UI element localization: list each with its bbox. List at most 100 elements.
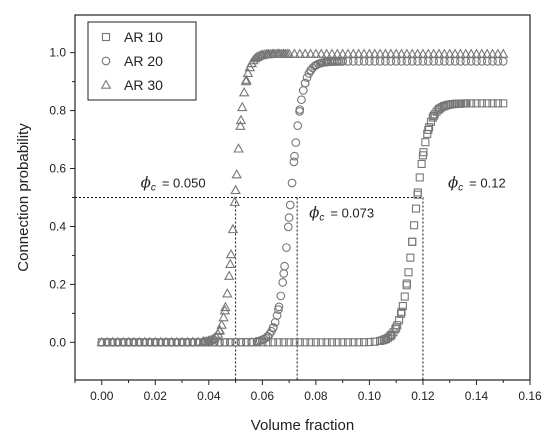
data-point-triangle	[117, 336, 129, 347]
y-tick-label: 0.8	[49, 104, 66, 118]
data-point-circle	[287, 178, 297, 188]
data-point-triangle	[471, 48, 482, 58]
data-point-triangle	[107, 336, 118, 347]
data-point-circle	[236, 337, 246, 347]
data-point-triangle	[230, 184, 241, 195]
data-point-triangle	[176, 336, 188, 347]
data-point-triangle	[222, 288, 233, 298]
data-point-triangle	[353, 48, 364, 58]
phi-subscript: c	[151, 183, 156, 194]
data-point-square	[396, 309, 406, 318]
data-point-circle	[279, 269, 289, 278]
data-point-circle	[295, 107, 304, 116]
data-point-triangle	[310, 48, 322, 58]
x-tick-label: 0.04	[197, 389, 221, 403]
data-point-square	[338, 338, 347, 347]
data-point-triangle	[218, 311, 229, 322]
data-point-square	[285, 338, 294, 347]
critical-fraction-value: = 0.050	[162, 176, 206, 191]
data-point-circle	[298, 86, 308, 95]
data-point-circle	[274, 302, 284, 312]
data-point-triangle	[305, 48, 316, 58]
data-point-circle	[268, 323, 278, 332]
y-tick-label: 1.0	[49, 46, 66, 60]
data-point-circle	[225, 337, 235, 347]
data-point-triangle	[497, 48, 509, 58]
data-point-circle	[241, 337, 251, 347]
data-point-triangle	[465, 48, 477, 58]
data-point-circle	[272, 311, 282, 320]
data-point-triangle	[171, 336, 182, 347]
data-point-square	[467, 99, 476, 108]
data-point-triangle	[233, 143, 244, 153]
data-point-circle	[498, 56, 508, 66]
data-point-circle	[220, 337, 230, 347]
data-point-triangle	[299, 48, 311, 58]
data-point-triangle	[406, 48, 418, 58]
critical-fraction-value: = 0.073	[330, 206, 374, 221]
data-point-square	[354, 338, 363, 347]
data-point-triangle	[428, 48, 439, 58]
data-point-square	[395, 316, 404, 325]
data-point-square	[327, 338, 336, 347]
data-point-triangle	[294, 48, 306, 58]
data-point-square	[425, 123, 434, 132]
data-point-square	[311, 338, 320, 347]
critical-fraction-value: = 0.12	[469, 176, 506, 191]
data-point-square	[483, 99, 492, 108]
legend-marker-triangle	[100, 79, 112, 89]
y-axis-ticks: 0.0 0.2 0.4 0.6 0.8 1.0	[49, 46, 75, 349]
data-point-square	[472, 99, 481, 108]
data-point-triangle	[315, 48, 327, 58]
data-point-triangle	[139, 336, 150, 347]
data-point-triangle	[417, 48, 429, 58]
data-point-square	[462, 99, 471, 108]
data-point-triangle	[401, 48, 413, 58]
data-point-square	[419, 148, 428, 157]
x-tick-label: 0.12	[411, 389, 435, 403]
data-point-square	[417, 159, 426, 168]
data-point-square	[408, 237, 417, 246]
data-point-square	[393, 321, 402, 330]
x-tick-label: 0.14	[465, 389, 489, 403]
data-point-triangle	[364, 48, 375, 58]
data-point-triangle	[240, 75, 252, 86]
x-axis-ticks: 0.00 0.02 0.04 0.06 0.08 0.10 0.12 0.14 0.16	[74, 380, 542, 403]
phi-subscript: c	[458, 183, 463, 194]
data-point-circle	[280, 261, 289, 271]
x-tick-label: 0.06	[251, 389, 275, 403]
data-point-square	[488, 99, 497, 108]
data-point-square	[426, 117, 436, 126]
data-point-square	[411, 204, 421, 213]
y-tick-label: 0.4	[49, 219, 66, 233]
data-point-circle	[300, 78, 310, 88]
data-point-square	[290, 338, 299, 347]
data-point-circle	[278, 278, 288, 287]
data-point-square	[400, 292, 409, 301]
data-point-triangle	[128, 336, 140, 347]
data-point-square	[402, 279, 411, 288]
data-point-triangle	[101, 336, 113, 347]
data-point-triangle	[449, 48, 461, 58]
data-point-circle	[290, 151, 299, 161]
data-point-square	[477, 99, 486, 108]
data-point-circle	[293, 121, 303, 130]
data-point-triangle	[227, 223, 239, 234]
legend-marker-square	[101, 32, 111, 42]
data-point-square	[406, 253, 415, 262]
data-point-square	[301, 338, 310, 347]
x-axis-title: Volume fraction	[251, 417, 354, 434]
data-point-square	[398, 301, 407, 311]
data-point-triangle	[155, 336, 166, 347]
data-point-circle	[283, 222, 293, 232]
y-tick-label: 0.2	[49, 277, 66, 291]
data-point-square	[402, 281, 411, 290]
data-point-square	[404, 268, 413, 277]
data-point-triangle	[144, 336, 156, 347]
data-point-triangle	[332, 48, 343, 58]
data-point-triangle	[224, 258, 236, 269]
phi-symbol: ϕ	[141, 174, 151, 192]
data-point-triangle	[123, 336, 134, 347]
data-point-square	[295, 338, 304, 347]
